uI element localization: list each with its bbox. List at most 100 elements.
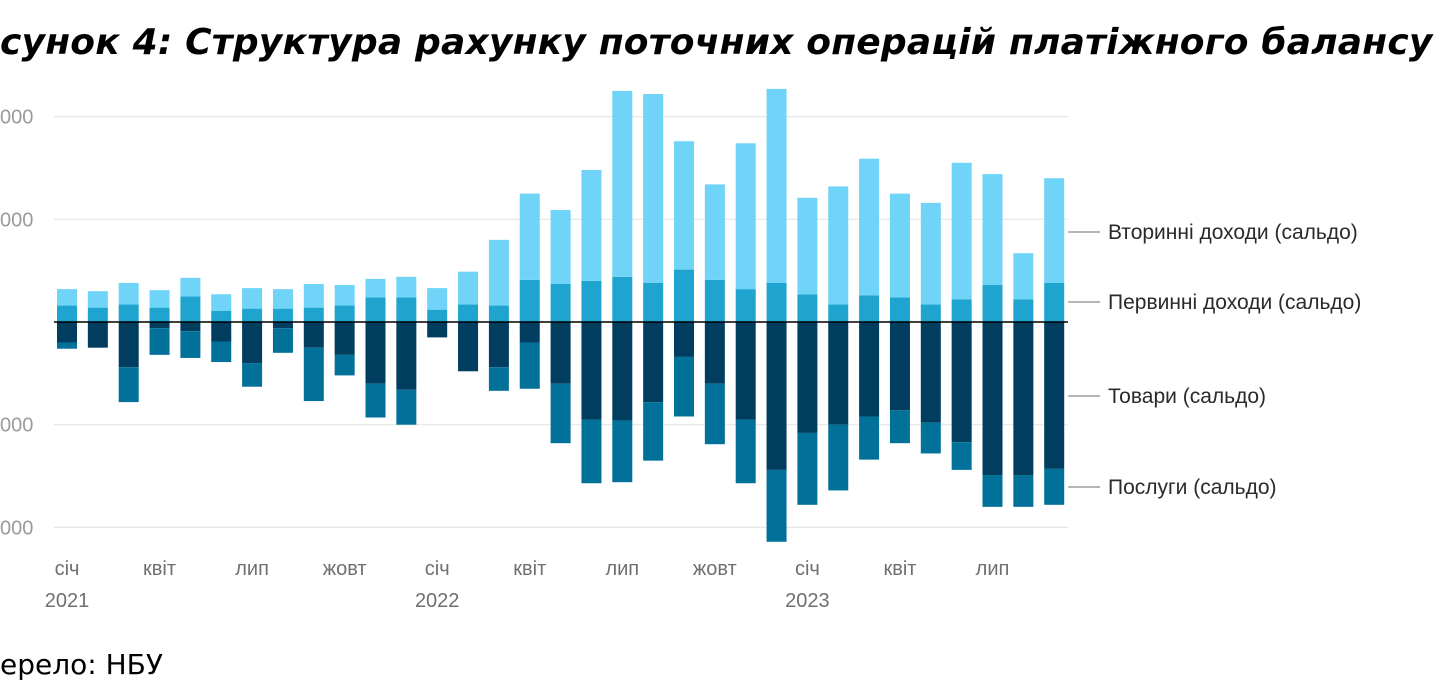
bar-segment [920,422,941,454]
legend-label: Товари (сальдо) [1108,385,1266,408]
bar-segment [674,356,694,417]
bar-segment [519,342,540,389]
bar-segment [859,158,880,296]
bar-segment [87,291,108,308]
bar-segment [951,299,972,322]
bar-segment [211,341,232,363]
bar-segment [57,322,77,343]
bar-segment [889,322,910,411]
bar-segment [303,322,324,348]
bar-segment [149,290,170,308]
bar-segment [982,285,1003,322]
bar-segment [550,383,571,444]
bar-segment [982,174,1003,286]
bar-segment [982,322,1003,476]
bar-segment [303,347,324,402]
x-tick-label: лип [976,558,1010,580]
bar-segment [519,279,540,322]
bar-segment [581,280,602,322]
x-tick-label: квіт [513,558,546,580]
bar-segment [488,239,509,306]
bar-segment [1013,322,1034,476]
bar-segment [704,184,725,280]
bar-segment [303,284,324,308]
bar-segment [427,322,448,338]
bar-segment [211,310,232,322]
bar-segment [612,322,633,421]
bars [57,88,1065,542]
bar-segment [550,322,571,384]
bar-segment [581,170,602,281]
bar-segment [211,294,232,311]
bar-segment [180,331,201,358]
bar-segment [303,307,324,322]
bar-segment [396,276,417,298]
bar-segment [242,322,263,364]
bar-segment [735,322,756,420]
bar-segment [735,143,756,290]
bar-segment [766,322,787,470]
bar-segment [797,294,818,322]
bar-segment [118,322,139,368]
bar-segment [1013,253,1034,300]
source-note: ерело: НБУ [0,648,163,681]
bar-segment [519,322,540,343]
bar-segment [920,322,941,423]
bar-segment [365,297,386,322]
bar-segment [612,420,633,483]
bar-segment [766,88,787,283]
bar-segment [643,94,664,283]
bar-segment [149,322,170,329]
bar-segment [365,383,386,418]
bar-segment [643,282,664,322]
bar-segment [982,475,1003,507]
bar-segment [859,322,880,417]
bar-segment [735,419,756,484]
bar-segment [1044,322,1065,469]
x-tick-label: лип [235,558,269,580]
bar-segment [920,202,941,305]
x-tick-label: лип [605,558,639,580]
x-tick-year: 2021 [45,590,90,612]
y-tick-label: 000 [0,107,33,129]
bar-segment [797,432,818,505]
bar-segment [334,305,355,322]
bar-segment [550,210,571,285]
x-tick-label: квіт [143,558,176,580]
y-tick-label: 000 [0,209,33,231]
bar-segment [859,295,880,322]
bar-segment [272,289,293,309]
y-tick-label: 000 [0,517,33,539]
bar-segment [889,410,910,444]
bar-segment [1013,475,1034,507]
bar-segment [396,322,417,390]
bar-segment [550,284,571,322]
x-tick-label: січ [795,558,820,580]
bar-segment [704,383,725,445]
bar-segment [118,367,139,403]
x-axis-ticks: січ 2021 квіт лип жовт січ 2022 квіт лип жовт січ 2… [45,558,1010,612]
bar-segment [427,309,448,322]
bar-segment [334,285,355,306]
bar-segment [612,90,633,277]
y-axis-ticks: 000 000 000 000 [0,107,33,540]
chart-title: сунок 4: Структура рахунку поточних опер… [0,22,1433,63]
bar-segment [180,322,201,332]
bar-segment [1044,282,1065,322]
bar-segment [458,304,479,322]
bar-segment [272,328,293,353]
bar-segment [1044,468,1065,505]
legend-label: Послуги (сальдо) [1108,476,1277,499]
x-tick-label: жовт [323,558,367,580]
bar-segment [766,469,787,542]
bar-segment [488,322,509,368]
x-tick-label: січ [425,558,450,580]
x-tick-label: квіт [883,558,916,580]
bar-segment [334,322,355,355]
stacked-bar-chart: 000 000 000 000 січ 2021 квіт лип жовт січ 2022 кв… [0,88,1361,612]
bar-segment [766,282,787,322]
bar-segment [951,162,972,300]
bar-segment [211,322,232,342]
bar-segment [828,304,849,322]
bar-segment [951,442,972,470]
